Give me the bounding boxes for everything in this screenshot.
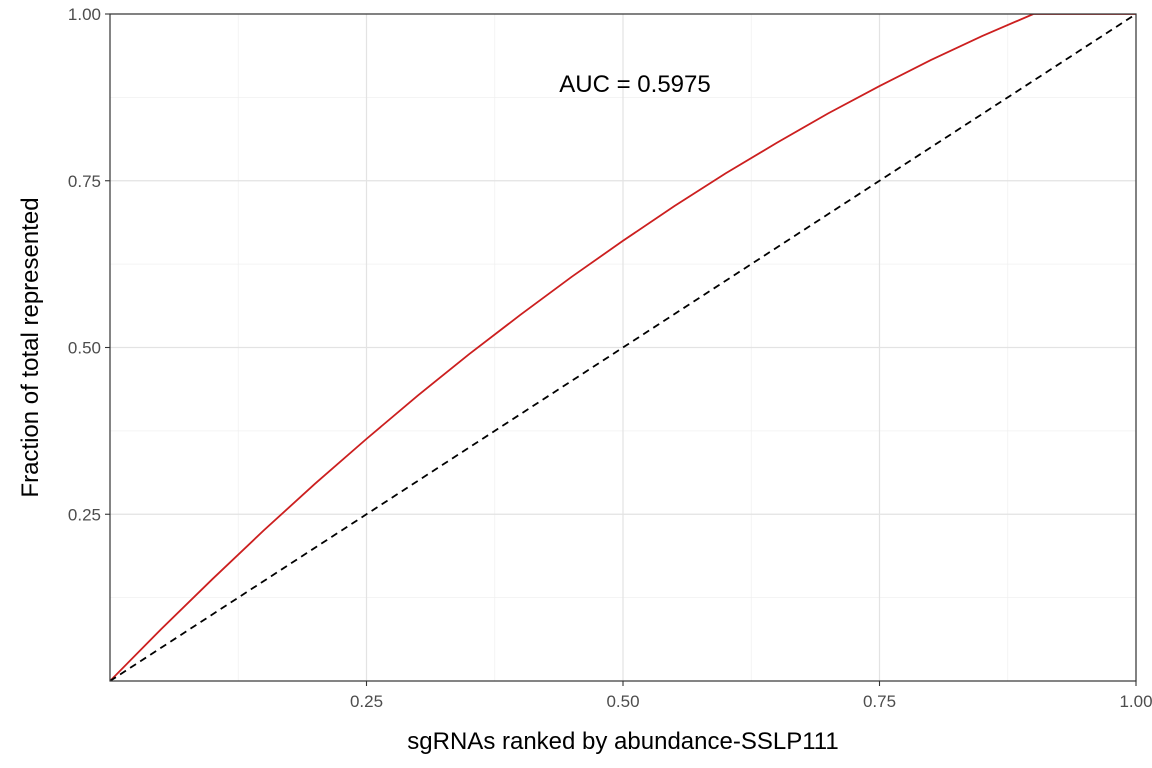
auc-annotation: AUC = 0.5975 xyxy=(559,71,710,98)
auc-curve xyxy=(110,14,1136,681)
x-tick-label: 1.00 xyxy=(1119,692,1152,711)
y-tick-label: 0.50 xyxy=(68,339,101,358)
y-tick-label: 0.25 xyxy=(68,505,101,524)
axis-ticks: 0.25 0.50 0.75 1.00 0.25 0.50 0.75 1.00 xyxy=(68,5,1152,711)
y-tick-label: 1.00 xyxy=(68,5,101,24)
series-layer xyxy=(110,14,1136,681)
y-tick-label: 0.75 xyxy=(68,172,101,191)
x-tick-label: 0.25 xyxy=(350,692,383,711)
y-axis-title: Fraction of total represented xyxy=(17,197,44,497)
x-tick-label: 0.75 xyxy=(863,692,896,711)
x-tick-label: 0.50 xyxy=(606,692,639,711)
x-axis-title: sgRNAs ranked by abundance-SSLP111 xyxy=(407,728,838,755)
